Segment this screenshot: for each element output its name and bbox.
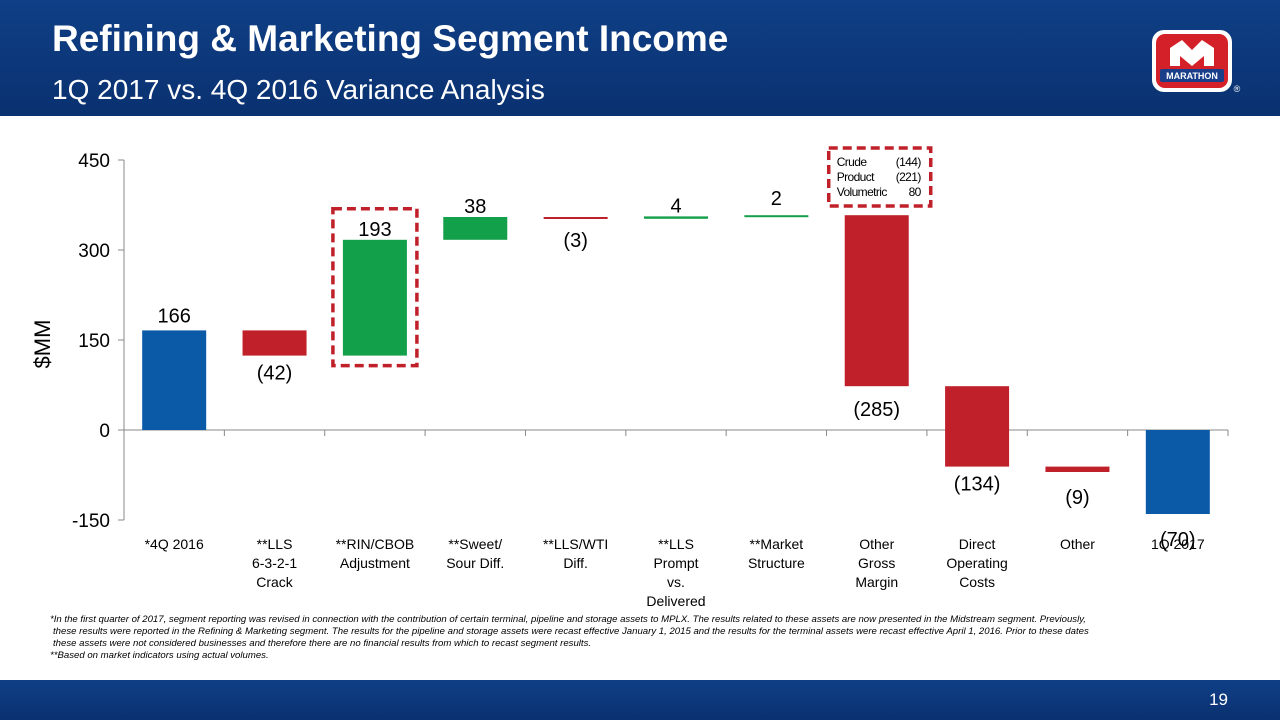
data-label: (134)	[954, 474, 1001, 496]
waterfall-bar	[342, 239, 407, 356]
waterfall-bar	[1145, 430, 1210, 514]
header-band: Refining & Marketing Segment Income 1Q 2…	[0, 0, 1280, 116]
category-label: 6-3-2-1	[252, 555, 297, 571]
category-label: Gross	[858, 555, 895, 571]
data-label: 166	[157, 305, 190, 327]
waterfall-bar	[1045, 466, 1110, 472]
category-label: Sour Diff.	[446, 555, 504, 571]
category-label: **Market	[750, 536, 804, 552]
category-label: Margin	[855, 574, 898, 590]
footnote-line: these results were reported in the Refin…	[53, 626, 1089, 637]
category-label: **RIN/CBOB	[336, 536, 415, 552]
annotation-label: Product	[837, 170, 875, 184]
waterfall-bar	[844, 215, 909, 387]
category-label: **LLS	[257, 536, 293, 552]
footnote-line: **Based on market indicators using actua…	[50, 650, 269, 661]
category-label: Adjustment	[340, 555, 410, 571]
data-label: (9)	[1065, 487, 1089, 509]
category-label: Prompt	[653, 555, 698, 571]
category-label: Direct	[959, 536, 996, 552]
annotation-box	[826, 146, 933, 208]
marathon-logo: MARATHON ®	[1152, 30, 1241, 94]
page-subtitle: 1Q 2017 vs. 4Q 2016 Variance Analysis	[52, 74, 545, 105]
y-tick-label: 300	[78, 241, 110, 262]
data-label: 4	[670, 195, 681, 217]
footer-band: 19	[0, 680, 1280, 720]
footnote-line: *In the first quarter of 2017, segment r…	[50, 614, 1086, 625]
annotation-label: Crude	[837, 155, 868, 169]
data-label: (70)	[1160, 529, 1196, 551]
category-label: Other	[859, 536, 894, 552]
category-label: Crack	[256, 574, 294, 590]
y-tick-label: 450	[78, 151, 110, 172]
category-label: Delivered	[646, 593, 705, 609]
annotation-value: (144)	[896, 155, 922, 169]
waterfall-bar	[543, 217, 608, 219]
category-label: *4Q 2016	[145, 536, 204, 552]
data-label: (285)	[853, 399, 900, 421]
data-label: 2	[771, 188, 782, 210]
category-label: **Sweet/	[448, 536, 502, 552]
page-number: 19	[1209, 690, 1228, 709]
data-label: 193	[358, 219, 391, 241]
highlight-box	[331, 207, 419, 368]
annotation-value: 80	[909, 185, 922, 199]
category-label: Costs	[959, 574, 995, 590]
data-label: 38	[464, 196, 486, 218]
category-label: Structure	[748, 555, 805, 571]
annotation-value: (221)	[896, 170, 922, 184]
waterfall-bar	[945, 386, 1010, 467]
category-label: **LLS	[658, 536, 694, 552]
category-label: 1Q 2017	[1151, 536, 1205, 552]
category-label: **LLS/WTI	[543, 536, 608, 552]
y-tick-label: -150	[72, 511, 110, 532]
waterfall-bar	[443, 217, 508, 240]
logo-wordmark: MARATHON	[1166, 71, 1218, 81]
page-title: Refining & Marketing Segment Income	[52, 18, 729, 59]
y-tick-label: 0	[99, 421, 110, 442]
annotation-label: Volumetric	[837, 185, 888, 199]
svg-text:®: ®	[1234, 84, 1241, 94]
waterfall-chart: 450 300 150 0 -150 $MM 166 (42) 193 38 (3) 4 2 (285) (…	[30, 146, 1229, 609]
data-label: (3)	[563, 230, 587, 252]
category-label: Diff.	[563, 555, 588, 571]
waterfall-bar	[644, 216, 708, 219]
category-label: vs.	[667, 574, 685, 590]
waterfall-bar	[142, 330, 207, 430]
category-label: Other	[1060, 536, 1095, 552]
category-label: Operating	[946, 555, 1007, 571]
footnotes: *In the first quarter of 2017, segment r…	[50, 614, 1250, 662]
data-label: (42)	[257, 363, 293, 385]
waterfall-bar	[744, 215, 809, 218]
footnote-line: these assets were not considered busines…	[53, 638, 592, 649]
y-tick-label: 150	[78, 331, 110, 352]
waterfall-bar	[242, 330, 307, 356]
y-axis-label: $MM	[30, 320, 55, 369]
